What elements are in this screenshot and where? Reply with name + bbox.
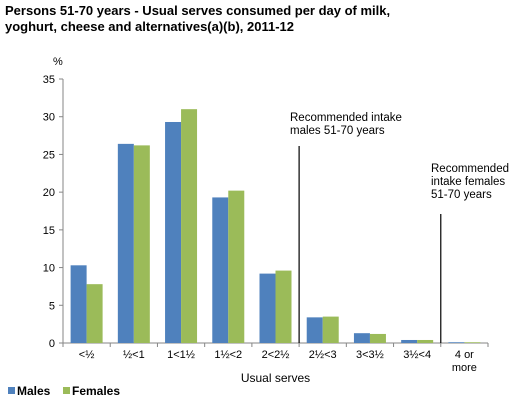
chart-title-line-1: Persons 51-70 years - Usual serves consu…	[5, 3, 391, 18]
bar-females-1	[133, 145, 150, 343]
y-tick-label: 5	[49, 300, 55, 312]
x-tick-label: 2½<3	[309, 349, 337, 361]
recommended-intake-label: males 51-70 years	[290, 125, 385, 137]
bar-females-3	[228, 190, 245, 343]
bar-females-0	[86, 284, 103, 343]
x-tick-label: 3½<4	[403, 349, 431, 361]
bar-males-1	[117, 143, 134, 343]
x-tick-label: <½	[79, 349, 95, 361]
x-axis-label: Usual serves	[241, 371, 310, 385]
y-tick-label: 25	[43, 149, 55, 161]
y-axis-label: %	[53, 56, 63, 68]
y-tick-label: 20	[43, 187, 55, 199]
bar-females-2	[181, 109, 198, 344]
bar-females-7	[417, 339, 434, 343]
chart-title-line-2: yoghurt, cheese and alternatives(a)(b), …	[5, 19, 294, 34]
bar-females-5	[322, 316, 339, 343]
x-tick-label: 1<1½	[167, 349, 195, 361]
x-tick-label: ½<1	[123, 349, 145, 361]
x-tick-label: more	[452, 362, 477, 374]
bar-males-5	[306, 317, 323, 343]
legend-label-males: Males	[17, 384, 51, 398]
y-tick-label: 30	[43, 112, 55, 124]
y-tick-label: 35	[43, 74, 55, 86]
legend-swatch-males	[8, 387, 15, 394]
x-tick-label: 2<2½	[262, 349, 290, 361]
bar-females-6	[369, 333, 386, 343]
y-tick-label: 10	[43, 263, 55, 275]
bar-females-8	[464, 342, 481, 343]
bar-females-4	[275, 270, 292, 343]
recommended-intake-label: Recommended	[431, 163, 509, 175]
legend-swatch-females	[63, 387, 70, 394]
bar-males-4	[259, 273, 276, 343]
bar-males-2	[165, 121, 182, 343]
bar-males-6	[353, 333, 370, 343]
recommended-intake-label: intake females	[431, 176, 505, 188]
y-tick-label: 15	[43, 225, 55, 237]
x-tick-label: 3<3½	[356, 349, 384, 361]
bar-males-0	[70, 265, 87, 343]
x-tick-label: 1½<2	[214, 349, 242, 361]
legend-label-females: Females	[72, 384, 120, 398]
bar-males-3	[212, 197, 229, 343]
x-tick-label: 4 or	[455, 349, 474, 361]
y-tick-label: 0	[49, 338, 55, 350]
chart-title: Persons 51-70 years - Usual serves consu…	[5, 3, 515, 35]
recommended-intake-label: 51-70 years	[431, 189, 492, 201]
recommended-intake-label: Recommended intake	[290, 112, 402, 124]
bar-males-8	[448, 342, 465, 343]
bar-males-7	[401, 339, 418, 343]
